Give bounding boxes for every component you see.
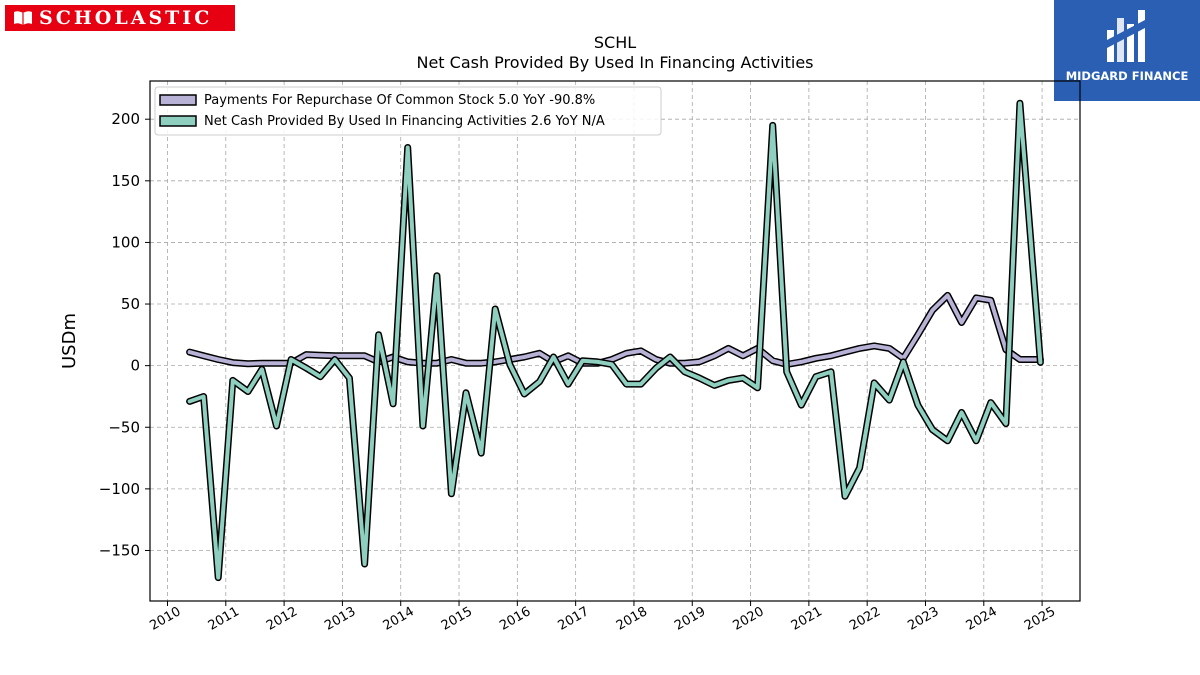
x-tick-label: 2014	[381, 604, 417, 634]
x-tick-label: 2023	[905, 604, 941, 634]
x-tick-label: 2011	[206, 604, 242, 634]
y-tick-label: 150	[111, 172, 140, 190]
x-tick-label: 2010	[147, 604, 183, 634]
y-tick-label: 200	[111, 110, 140, 128]
scholastic-logo: SCHOLASTIC	[5, 5, 235, 31]
legend-label-financing: Net Cash Provided By Used In Financing A…	[204, 114, 605, 129]
x-tick-label: 2019	[672, 604, 708, 634]
x-tick-label: 2021	[789, 604, 825, 634]
chart-title: SCHL	[594, 33, 636, 52]
x-tick-label: 2016	[497, 604, 533, 634]
book-icon	[14, 11, 32, 25]
y-tick-label: −50	[108, 418, 140, 436]
y-tick-label: 50	[121, 295, 140, 313]
midgard-finance-logo: MIDGARD FINANCE	[1054, 0, 1200, 101]
legend: Payments For Repurchase Of Common Stock …	[154, 86, 662, 136]
x-tick-label: 2018	[614, 604, 650, 634]
midgard-mark-icon	[1107, 10, 1145, 62]
y-tick-label: 100	[111, 233, 140, 251]
x-tick-label: 2025	[1022, 604, 1058, 634]
x-tick-label: 2022	[847, 604, 883, 634]
legend-swatch-repurchase	[159, 94, 197, 106]
chart-subtitle: Net Cash Provided By Used In Financing A…	[416, 53, 813, 72]
legend-label-repurchase: Payments For Repurchase Of Common Stock …	[204, 93, 595, 108]
plot-frame	[149, 80, 1081, 602]
y-tick-label: −100	[99, 480, 140, 498]
legend-box	[154, 86, 662, 136]
scholastic-logo-text: SCHOLASTIC	[39, 7, 213, 29]
series-line-repurchase	[187, 293, 1043, 367]
x-tick-label: 2012	[264, 604, 300, 634]
legend-swatch-financing	[159, 115, 197, 127]
x-tick-label: 2013	[322, 604, 358, 634]
y-tick-label: −150	[99, 541, 140, 559]
x-tick-label: 2015	[439, 604, 475, 634]
x-tick-label: 2020	[730, 604, 766, 634]
y-axis-label: USDm	[59, 313, 80, 369]
series-layer	[186, 99, 1044, 582]
grid	[150, 81, 1080, 601]
y-tick-label: 0	[130, 357, 140, 375]
x-tick-label: 2017	[556, 604, 592, 634]
series-line-financing	[187, 101, 1043, 580]
midgard-finance-logo-text: MIDGARD FINANCE	[1065, 69, 1189, 83]
x-tick-label: 2024	[964, 604, 1000, 634]
